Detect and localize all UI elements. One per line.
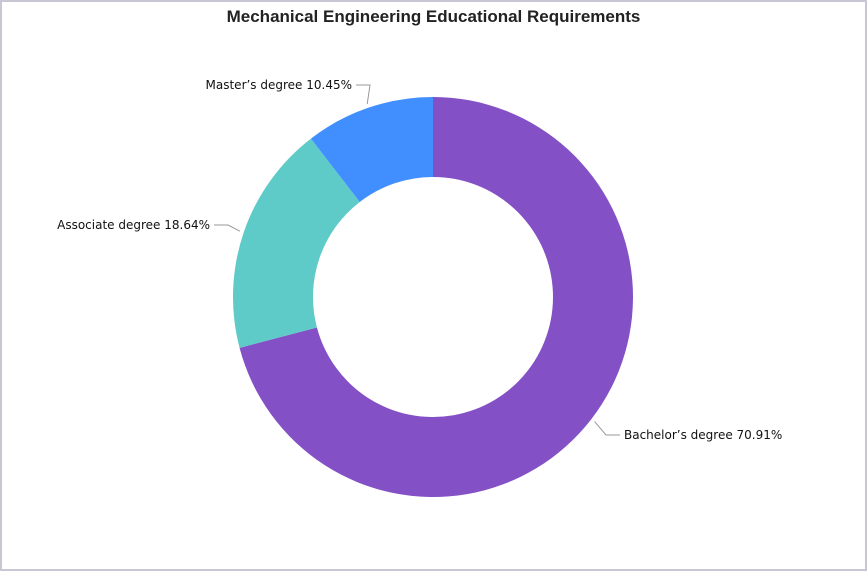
donut-slice-associate-degree[interactable] [232,138,360,348]
leader-lines [214,84,620,436]
chart-title: Mechanical Engineering Educational Requi… [226,7,641,26]
leader-line [356,84,371,104]
slice-label: Associate degree 18.64% [57,218,210,232]
slice-label: Master’s degree 10.45% [206,78,352,92]
leader-line [214,224,241,232]
slice-labels: Bachelor’s degree 70.91% Associate degree… [57,78,782,442]
donut-slices [232,97,633,497]
slice-label: Bachelor’s degree 70.91% [624,428,782,442]
donut-slice-bachelor-s-degree[interactable] [239,97,633,497]
donut-slice-master-s-degree[interactable] [310,97,433,202]
leader-line [594,421,620,436]
